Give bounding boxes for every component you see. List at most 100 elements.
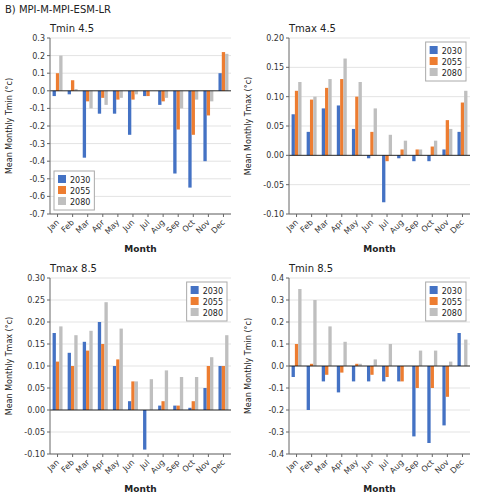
bar xyxy=(340,366,343,373)
bar xyxy=(385,155,388,161)
x-tick xyxy=(132,214,133,217)
x-tick-label: Nov xyxy=(194,218,212,236)
bar xyxy=(370,132,373,155)
bar xyxy=(370,366,373,375)
bar xyxy=(218,73,221,91)
bar xyxy=(313,300,316,366)
grid-line xyxy=(289,454,470,455)
x-tick-label: Dec xyxy=(210,458,227,475)
legend-swatch xyxy=(430,308,438,316)
x-tick xyxy=(148,214,149,217)
y-tick-label: -0.3 xyxy=(268,428,284,437)
bar xyxy=(180,91,183,109)
grid-line xyxy=(50,90,231,91)
bar xyxy=(104,302,107,410)
legend-label: 2055 xyxy=(203,298,223,307)
x-tick xyxy=(178,214,179,217)
bar xyxy=(173,406,176,410)
y-tick-label: 0.10 xyxy=(266,93,284,102)
x-tick-label: Jun xyxy=(120,458,136,474)
y-tick-label: 0.2 xyxy=(271,318,284,327)
y-tick-label: 0.1 xyxy=(32,69,45,78)
bar xyxy=(400,366,403,381)
bar xyxy=(158,406,161,410)
legend-label: 2055 xyxy=(442,298,462,307)
grid-line xyxy=(50,432,231,433)
y-tick-label: 0.4 xyxy=(271,274,284,283)
x-tick xyxy=(311,214,312,217)
x-tick xyxy=(148,454,149,457)
legend-box xyxy=(426,42,466,81)
y-axis-title: Mean Monthly Tmax (°c) xyxy=(244,77,253,175)
bar xyxy=(352,366,355,381)
x-tick xyxy=(132,454,133,457)
bar xyxy=(367,155,370,158)
x-tick xyxy=(417,214,418,217)
bar xyxy=(53,333,56,410)
bar xyxy=(113,91,116,114)
bar xyxy=(427,366,430,443)
bar xyxy=(419,149,422,155)
panel-title: Tmax 8.5 xyxy=(49,263,97,274)
x-tick xyxy=(102,214,103,217)
x-tick xyxy=(402,454,403,457)
panel: -0.10-0.050.000.050.100.150.200.250.30Ja… xyxy=(5,263,231,494)
y-tick-label: 0.10 xyxy=(27,362,45,371)
x-tick xyxy=(447,214,448,217)
x-tick-label: Sep xyxy=(165,218,182,235)
bar xyxy=(295,91,298,156)
bar xyxy=(298,289,301,366)
grid-line xyxy=(289,432,470,433)
y-tick-label: 0.05 xyxy=(266,122,284,131)
bar xyxy=(161,91,164,102)
x-tick xyxy=(371,214,372,217)
bar xyxy=(143,410,146,450)
grid-line xyxy=(50,278,231,279)
bar xyxy=(161,401,164,410)
x-tick xyxy=(223,214,224,217)
legend-swatch xyxy=(430,297,438,305)
bar xyxy=(222,366,225,410)
x-tick-label: Mar xyxy=(74,458,92,476)
bar xyxy=(442,366,445,425)
bar xyxy=(325,88,328,155)
grid-line xyxy=(289,184,470,185)
x-tick xyxy=(102,454,103,457)
y-tick-label: -0.05 xyxy=(263,181,284,190)
bar xyxy=(120,91,123,98)
bar xyxy=(397,366,400,381)
y-tick-label: 0.25 xyxy=(27,296,45,305)
bar xyxy=(177,406,180,410)
y-axis-title: Mean Monthly Tmin (°c) xyxy=(244,318,253,414)
x-tick-label: Mar xyxy=(313,218,331,236)
x-axis-title: Month xyxy=(363,244,395,254)
bar xyxy=(431,147,434,156)
legend-swatch xyxy=(191,286,199,294)
zero-line xyxy=(289,155,470,156)
bar xyxy=(298,82,301,155)
bar xyxy=(56,73,59,91)
y-tick-label: -0.2 xyxy=(268,406,284,415)
y-axis-line xyxy=(289,278,290,454)
bar xyxy=(165,91,168,98)
x-tick xyxy=(193,454,194,457)
bar xyxy=(359,82,362,155)
legend-swatch xyxy=(430,46,438,54)
x-tick-label: Jun xyxy=(120,218,136,234)
x-tick-label: Sep xyxy=(404,218,421,235)
bar xyxy=(86,91,89,102)
bar xyxy=(352,129,355,155)
y-tick-label: -0.2 xyxy=(29,122,45,131)
grid-line xyxy=(289,366,470,367)
x-tick xyxy=(193,214,194,217)
y-tick-label: -0.4 xyxy=(268,450,284,459)
y-tick-label: 0.00 xyxy=(27,406,45,415)
bar xyxy=(292,366,295,377)
y-tick-label: 0.20 xyxy=(27,318,45,327)
grid-line xyxy=(289,278,470,279)
y-tick-label: -0.1 xyxy=(29,104,45,113)
legend-label: 2080 xyxy=(442,309,462,318)
bar xyxy=(427,155,430,161)
bar xyxy=(165,370,168,410)
x-tick-label: Feb xyxy=(60,218,76,234)
